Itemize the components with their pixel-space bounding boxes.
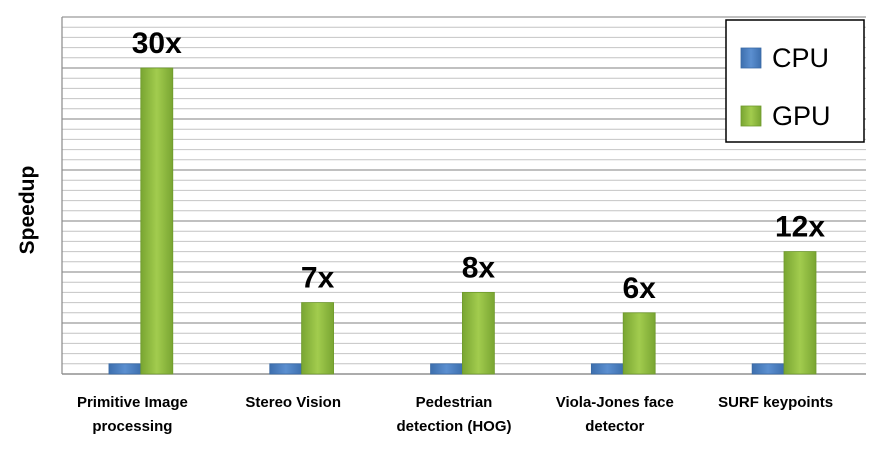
gpu-bar-2 (301, 302, 334, 375)
category-label-3: Pedestrian detection (HOG) (397, 394, 512, 435)
data-label-4: 6x (623, 272, 657, 305)
data-label-3: 8x (462, 251, 496, 284)
data-labels: 30x 7x 8x 6x 12x (132, 27, 826, 305)
category-label-4: Viola-Jones face detector (556, 394, 674, 435)
cpu-bar-3 (430, 363, 463, 375)
y-axis-label: Speedup (16, 166, 39, 255)
cpu-bar-5 (751, 363, 785, 375)
category-label-2: Stereo Vision (245, 394, 341, 411)
legend-label-cpu: CPU (772, 43, 829, 73)
category-label-5: SURF keypoints (718, 394, 833, 411)
category-label-1: Primitive Image processing (77, 394, 188, 435)
gpu-bar-5 (783, 251, 817, 375)
data-label-1: 30x (132, 27, 182, 60)
data-label-2: 7x (301, 262, 335, 295)
gpu-bar-4 (622, 312, 656, 375)
gpu-bar-3 (461, 291, 495, 375)
legend: CPU GPU (725, 19, 865, 143)
category-ticks: Primitive Image processing Stereo Vision Pe… (77, 394, 833, 435)
bars (108, 67, 817, 375)
legend-swatch-gpu (740, 105, 762, 127)
cpu-bar-4 (590, 363, 624, 375)
cpu-bar-1 (108, 363, 142, 375)
legend-label-gpu: GPU (772, 101, 831, 131)
cpu-bar-2 (269, 363, 303, 375)
gpu-bar-1 (140, 67, 174, 375)
data-label-5: 12x (775, 211, 825, 244)
legend-swatch-cpu (740, 47, 762, 69)
gridlines (62, 16, 866, 375)
